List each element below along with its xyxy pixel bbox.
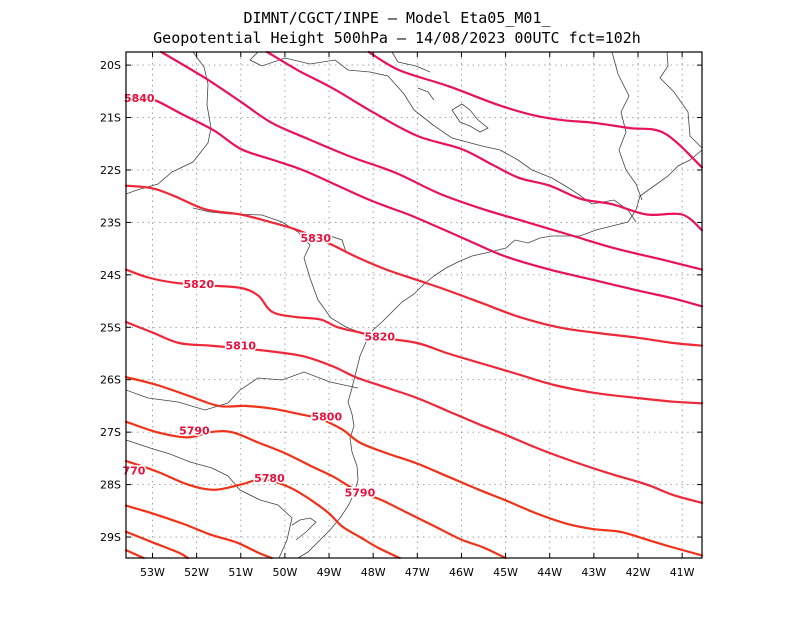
- x-tick-label: 45W: [493, 566, 518, 579]
- x-tick-label: 47W: [405, 566, 430, 579]
- state-border-mg-rj: [499, 149, 637, 223]
- contour-line-5830: [124, 184, 704, 347]
- contour-line-5800: [124, 376, 704, 557]
- coastline-and-borders: [125, 51, 703, 559]
- chart-title-line1: DIMNT/CGCT/INPE – Model Eta05_M01_: [243, 9, 551, 27]
- x-tick-label: 44W: [537, 566, 562, 579]
- y-axis-ticks: 20S 21S 22S 23S 24S 25S 26S 27S 28S 29S: [100, 59, 702, 544]
- x-axis-ticks: 53W 52W 51W 50W 49W 48W 47W 46W 45W 44W 43W 42W 41W: [140, 52, 695, 579]
- contour-label-5790: 5790: [345, 486, 376, 499]
- contour-line-5790: [124, 420, 507, 560]
- x-tick-label: 43W: [581, 566, 606, 579]
- y-tick-label: 22S: [100, 164, 121, 177]
- contour-line-5750: [124, 549, 145, 560]
- x-tick-label: 50W: [272, 566, 297, 579]
- x-tick-label: 46W: [449, 566, 474, 579]
- state-border-mg-sp-east: [249, 51, 501, 151]
- contour-line-5810: [124, 320, 704, 504]
- x-tick-label: 49W: [317, 566, 342, 579]
- contour-label-5840: 5840: [124, 92, 155, 105]
- contour-line-5780: [124, 459, 401, 560]
- contour-label-5820: 5820: [184, 278, 215, 291]
- coastline: [297, 149, 703, 559]
- y-tick-label: 27S: [100, 426, 121, 439]
- state-border-ba: [659, 51, 703, 149]
- y-tick-label: 28S: [100, 479, 121, 492]
- contour-line-5860: [266, 50, 704, 232]
- x-tick-label: 42W: [626, 566, 651, 579]
- contour-line-5770: [124, 504, 273, 560]
- x-tick-label: 48W: [361, 566, 386, 579]
- y-tick-label: 25S: [100, 321, 121, 334]
- contour-label-770: 770: [122, 464, 145, 477]
- contour-label-5830: 5830: [300, 232, 331, 245]
- y-tick-label: 21S: [100, 112, 121, 125]
- reservoirs: [329, 87, 489, 253]
- grid-lines: [126, 52, 702, 558]
- contour-label-5780: 5780: [254, 472, 285, 485]
- contour-label-5790: 5790: [179, 425, 210, 438]
- y-tick-label: 20S: [100, 59, 121, 72]
- state-border-mg-es: [611, 51, 643, 201]
- y-tick-label: 23S: [100, 216, 121, 229]
- contour-line-5820: [124, 268, 704, 405]
- contour-label-5810: 5810: [225, 340, 256, 353]
- national-border-rs: [125, 439, 293, 559]
- contour-lines: [124, 50, 704, 560]
- y-tick-label: 29S: [100, 531, 121, 544]
- contour-line-5870: [367, 50, 704, 169]
- plot-frame: [125, 51, 703, 559]
- contour-line-5760: [124, 530, 189, 560]
- y-tick-label: 26S: [100, 374, 121, 387]
- x-tick-label: 51W: [228, 566, 253, 579]
- contour-line-5840: [124, 92, 704, 308]
- chart-title-line2: Geopotential Height 500hPa – 14/08/2023 …: [153, 29, 641, 47]
- lagoon-patos: [291, 517, 317, 541]
- x-tick-label: 53W: [140, 566, 165, 579]
- contour-labels: 5840 5830 5820 5820 5810 5800 5790 5790 5780 770: [121, 91, 397, 501]
- y-tick-label: 24S: [100, 269, 121, 282]
- state-border-pr-sc: [125, 371, 359, 411]
- contour-line-5850: [160, 50, 704, 271]
- state-border-north: [391, 51, 431, 73]
- x-tick-label: 52W: [184, 566, 209, 579]
- x-tick-label: 41W: [670, 566, 695, 579]
- contour-label-5800: 5800: [312, 410, 343, 423]
- contour-label-5820: 5820: [364, 331, 395, 344]
